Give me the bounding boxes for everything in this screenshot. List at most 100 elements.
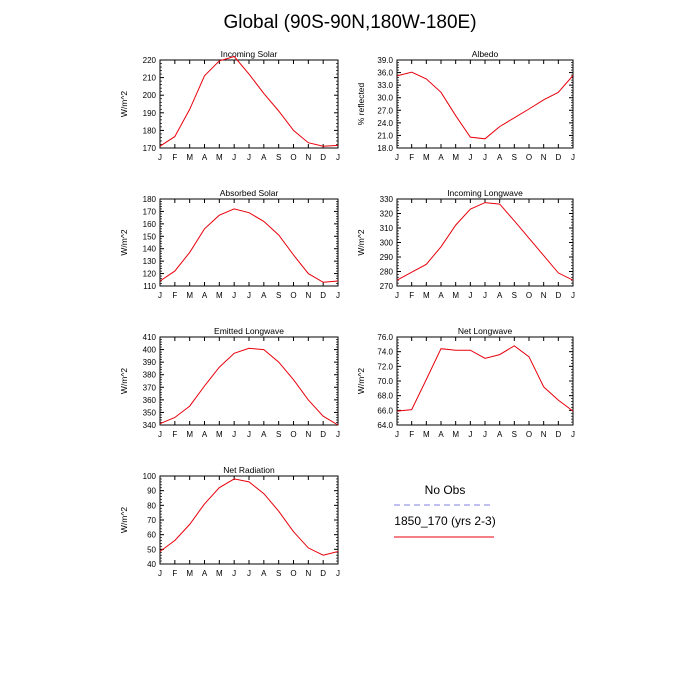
panel-5-series-line — [159, 347, 339, 426]
panel-1-y-tick-label: 210 — [143, 74, 157, 83]
panel-7-x-tick-label: A — [202, 569, 208, 578]
panel-2-y-tick-label: 39.0 — [377, 56, 393, 65]
panel-2-y-tick-label: 30.0 — [377, 94, 393, 103]
panel-4-x-tick-label: M — [452, 291, 459, 300]
panel-1-y-tick-label: 180 — [143, 126, 157, 135]
page-title: Global (90S-90N,180W-180E) — [223, 12, 477, 33]
panel-4-y-tick-label: 270 — [380, 282, 394, 291]
panel-2-y-tick-label: 24.0 — [377, 119, 393, 128]
panel-5-y-axis-title: W/m^2 — [119, 368, 129, 394]
panel-4-x-tick-label: O — [526, 291, 532, 300]
panel-5-y-tick-label: 380 — [143, 371, 157, 380]
panel-6-x-tick-label: J — [395, 430, 399, 439]
panel-5-y-tick-label: 400 — [143, 346, 157, 355]
panel-2-title: Albedo — [472, 49, 499, 59]
panel-6-x-tick-label: J — [468, 430, 472, 439]
panel-6-x-tick-label: S — [512, 430, 517, 439]
panel-4-frame — [396, 198, 574, 287]
panel-7-y-tick-label: 100 — [143, 472, 157, 481]
panel-5-x-tick-label: F — [172, 430, 177, 439]
panel-3-title: Absorbed Solar — [220, 188, 279, 198]
panel-7-y-tick-label: 50 — [147, 545, 156, 554]
panel-4-x-tick-label: N — [541, 291, 547, 300]
panel-6-x-tick-label: J — [483, 430, 487, 439]
panel-1-x-tick-label: O — [290, 153, 296, 162]
panel-6-title: Net Longwave — [458, 326, 513, 336]
panel-1-x-tick-label: D — [320, 153, 326, 162]
panel-3-y-tick-label: 170 — [143, 207, 157, 216]
panel-7-y-tick-label: 40 — [147, 560, 156, 569]
panel-3-x-tick-label: M — [186, 291, 193, 300]
legend-obs-label: No Obs — [425, 483, 466, 497]
panel-7-x-tick-label: J — [336, 569, 340, 578]
panel-4-y-tick-label: 330 — [380, 195, 394, 204]
panel-6-y-tick-label: 66.0 — [377, 406, 393, 415]
panel-6-y-tick-label: 74.0 — [377, 348, 393, 357]
panel-5-x-tick-label: A — [261, 430, 267, 439]
panel-1-x-tick-label: S — [276, 153, 281, 162]
panel-2-series-line — [396, 71, 574, 140]
panel-4-y-tick-label: 290 — [380, 253, 394, 262]
panel-7-x-tick-label: J — [247, 569, 251, 578]
panel-4-x-tick-label: J — [468, 291, 472, 300]
panel-4-x-tick-label: F — [409, 291, 414, 300]
panel-1-y-tick-label: 190 — [143, 109, 157, 118]
panel-6-x-tick-label: F — [409, 430, 414, 439]
panel-6-x-tick-label: O — [526, 430, 532, 439]
panel-2-x-tick-label: S — [512, 153, 517, 162]
panel-2-x-tick-label: J — [468, 153, 472, 162]
panel-3-y-tick-label: 160 — [143, 220, 157, 229]
panel-7-y-tick-label: 70 — [147, 516, 156, 525]
panel-5-x-tick-label: J — [336, 430, 340, 439]
panel-7-x-tick-label: J — [232, 569, 236, 578]
panel-6-x-tick-label: M — [423, 430, 430, 439]
panel-5-x-tick-label: J — [232, 430, 236, 439]
panel-7-title: Net Radiation — [223, 465, 275, 475]
panel-4-x-tick-label: J — [395, 291, 399, 300]
panel-2-x-tick-label: N — [541, 153, 547, 162]
panel-5-y-tick-label: 340 — [143, 421, 157, 430]
panel-3-y-tick-label: 130 — [143, 257, 157, 266]
panel-7-x-tick-label: F — [172, 569, 177, 578]
panel-6-y-tick-label: 64.0 — [377, 421, 393, 430]
panel-3-x-tick-label: S — [276, 291, 281, 300]
panel-5-x-tick-label: M — [216, 430, 223, 439]
panel-3-x-tick-label: O — [290, 291, 296, 300]
panel-2-x-tick-label: M — [423, 153, 430, 162]
panel-4-series-line — [396, 202, 574, 281]
panel-3-x-tick-label: J — [232, 291, 236, 300]
panel-7-x-tick-label: A — [261, 569, 267, 578]
panel-3-y-tick-label: 110 — [143, 282, 156, 291]
panel-5-x-tick-label: J — [247, 430, 251, 439]
panel-2-y-tick-label: 21.0 — [377, 131, 393, 140]
panel-1-x-tick-label: M — [186, 153, 193, 162]
panel-4-title: Incoming Longwave — [447, 188, 523, 198]
panel-1-y-axis-title: W/m^2 — [119, 91, 129, 117]
panel-5-y-tick-label: 350 — [143, 408, 157, 417]
panel-1-x-tick-label: M — [216, 153, 223, 162]
panel-6-x-tick-label: N — [541, 430, 547, 439]
panel-6-x-tick-label: J — [571, 430, 575, 439]
panel-7-x-tick-label: O — [290, 569, 296, 578]
panel-3-x-tick-label: F — [172, 291, 177, 300]
panel-3-y-axis-title: W/m^2 — [119, 229, 129, 255]
panel-3-x-tick-label: D — [320, 291, 326, 300]
panel-1-frame — [159, 59, 339, 149]
panel-1-y-tick-label: 220 — [143, 56, 157, 65]
panel-3-x-tick-label: J — [247, 291, 251, 300]
panel-4-x-tick-label: M — [423, 291, 430, 300]
panel-3-x-tick-label: N — [305, 291, 311, 300]
panel-2-frame — [396, 59, 574, 149]
panel-2-y-tick-label: 36.0 — [377, 69, 393, 78]
panel-2-x-tick-label: J — [395, 153, 399, 162]
panel-6-frame — [396, 336, 574, 426]
panel-1-x-tick-label: N — [305, 153, 311, 162]
panel-7-x-tick-label: M — [186, 569, 193, 578]
panel-4-x-tick-label: D — [555, 291, 561, 300]
panel-1-x-tick-label: A — [202, 153, 208, 162]
panel-4-y-tick-label: 280 — [380, 268, 394, 277]
panel-7-y-tick-label: 80 — [147, 501, 156, 510]
panel-4-x-tick-label: J — [571, 291, 575, 300]
panel-3-y-tick-label: 140 — [143, 245, 157, 254]
panel-4-y-tick-label: 320 — [380, 210, 394, 219]
